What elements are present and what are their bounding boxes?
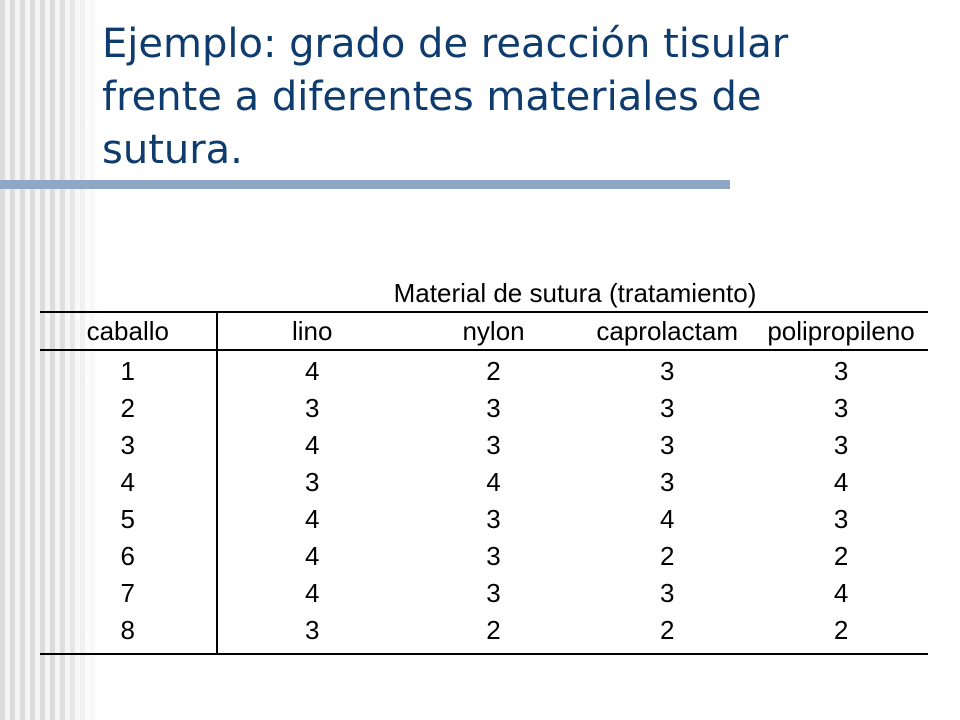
table-row: 1 4 2 3 3	[40, 350, 928, 390]
table-row: 7 4 3 3 4	[40, 575, 928, 612]
table-row: 6 4 3 2 2	[40, 538, 928, 575]
table-cell-caprolactam: 3	[659, 393, 675, 423]
table-cell-lino: 4	[304, 578, 320, 608]
table-cell-lino: 4	[304, 541, 320, 571]
suture-reaction-table: caballo lino nylon caprolactam polipropi…	[40, 311, 928, 655]
table-caption: Material de sutura (tratamiento)	[393, 278, 757, 308]
table-cell-lino: 4	[304, 356, 320, 386]
table-cell-caballo: 7	[40, 575, 218, 612]
table-cell-caprolactam: 2	[659, 541, 675, 571]
table-cell-caballo: 3	[40, 427, 218, 464]
slide-title: Ejemplo: grado de reacción tisular frent…	[102, 21, 789, 173]
table-cell-lino: 4	[304, 504, 320, 534]
table-cell-polipropileno: 3	[833, 393, 849, 423]
table-cell-polipropileno: 2	[754, 612, 928, 655]
table-cell-caballo: 1	[40, 350, 218, 390]
table-row: 2 3 3 3 3	[40, 390, 928, 427]
table-cell-nylon: 2	[486, 356, 501, 386]
table-row: 8 3 2 2 2	[40, 612, 928, 655]
table-cell-nylon: 3	[486, 578, 501, 608]
column-header-polipropileno: polipropileno	[754, 311, 928, 351]
table-cell-polipropileno: 3	[833, 504, 849, 534]
title-divider	[0, 180, 730, 189]
table-cell-caballo: 5	[40, 501, 218, 538]
table-cell-nylon: 3	[486, 430, 501, 460]
table-cell-caprolactam: 3	[659, 356, 675, 386]
table-cell-polipropileno: 2	[833, 541, 849, 571]
table-cell-caprolactam: 3	[659, 467, 675, 497]
table-row: 4 3 4 3 4	[40, 464, 928, 501]
table-cell-caprolactam: 3	[659, 578, 675, 608]
table-cell-lino: 3	[304, 467, 320, 497]
table-header-row: caballo lino nylon caprolactam polipropi…	[40, 311, 928, 351]
table-cell-polipropileno: 4	[833, 467, 849, 497]
column-header-caballo: caballo	[40, 311, 218, 351]
table-cell-nylon: 2	[406, 612, 581, 655]
column-header-lino: lino	[216, 311, 407, 351]
table-cell-nylon: 3	[486, 541, 501, 571]
table-cell-lino: 4	[304, 430, 320, 460]
table-cell-polipropileno: 3	[833, 356, 849, 386]
table-cell-nylon: 3	[486, 393, 501, 423]
table-cell-caballo: 2	[40, 390, 218, 427]
table-cell-caballo: 8	[40, 612, 218, 655]
table-row: 5 4 3 4 3	[40, 501, 928, 538]
table-row: 3 4 3 3 3	[40, 427, 928, 464]
table-cell-caballo: 4	[40, 464, 218, 501]
table-cell-caprolactam: 3	[659, 430, 675, 460]
table-cell-polipropileno: 4	[833, 578, 849, 608]
table-cell-nylon: 3	[486, 504, 501, 534]
table-cell-caprolactam: 4	[659, 504, 675, 534]
table-cell-polipropileno: 3	[833, 430, 849, 460]
column-header-caprolactam: caprolactam	[580, 311, 755, 351]
table-cell-lino: 3	[304, 393, 320, 423]
table-cell-caprolactam: 2	[580, 612, 755, 655]
column-header-nylon: nylon	[406, 311, 581, 351]
table-cell-caballo: 6	[40, 538, 218, 575]
table-cell-nylon: 4	[486, 467, 501, 497]
table-cell-lino: 3	[216, 612, 407, 655]
